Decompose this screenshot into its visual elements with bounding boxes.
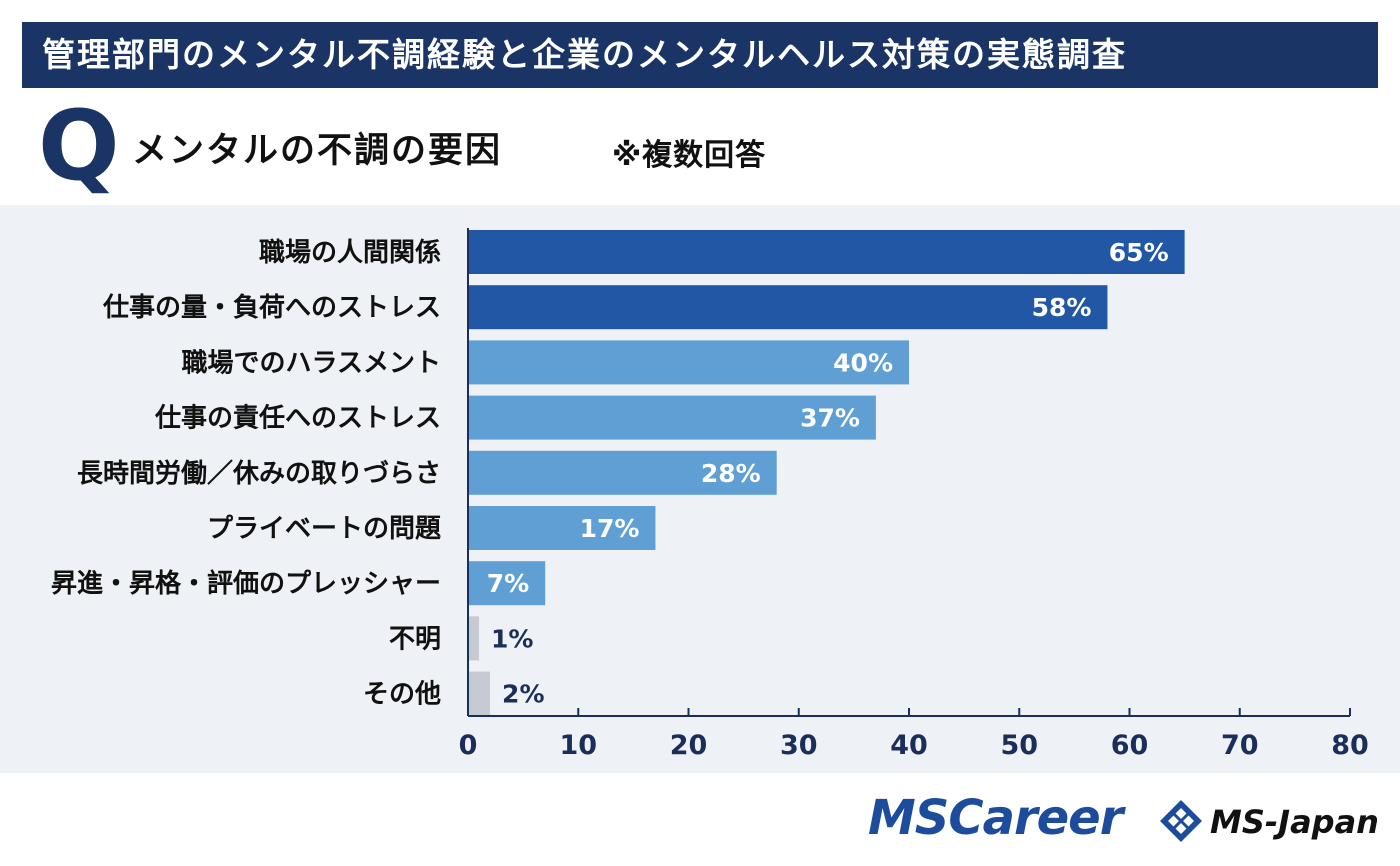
category-label-1: 職場の人間関係 [259, 238, 441, 268]
category-label-6: プライベートの問題 [207, 514, 442, 544]
bar-4 [468, 395, 876, 440]
bar-2 [468, 285, 1108, 330]
bar-1 [468, 230, 1185, 274]
value-label-1: 65% [1109, 238, 1169, 267]
category-label-4: 仕事の責任へのストレス [154, 404, 441, 434]
x-tick-label-70: 70 [1221, 730, 1259, 761]
x-tick-label-30: 30 [780, 730, 818, 761]
bar-5 [468, 450, 777, 495]
x-tick-label-40: 40 [890, 730, 928, 761]
report-title: 管理部門のメンタル不調経験と企業のメンタルヘルス対策の実態調査 [42, 35, 1127, 74]
x-tick-label-50: 50 [1000, 730, 1038, 761]
x-tick-label-80: 80 [1331, 730, 1369, 761]
question-note: ※複数回答 [612, 138, 767, 173]
category-label-9: その他 [363, 680, 441, 710]
x-tick-label-0: 0 [459, 730, 478, 761]
value-label-7: 7% [487, 569, 529, 598]
category-label-3: 職場でのハラスメント [182, 348, 441, 378]
value-label-3: 40% [833, 348, 893, 377]
x-tick-label-10: 10 [559, 730, 597, 761]
value-label-4: 37% [800, 404, 860, 433]
x-tick-label-60: 60 [1111, 730, 1149, 761]
category-label-5: 長時間労働／休みの取りづらさ [77, 459, 441, 489]
msjapan-logo: MS-Japan [1210, 803, 1379, 841]
category-label-8: 不明 [389, 624, 441, 654]
bar-6 [468, 506, 656, 550]
value-label-2: 58% [1032, 293, 1092, 322]
ms-japan-logo-mark-icon [1160, 800, 1202, 842]
value-label-5: 28% [701, 459, 761, 488]
bar-3 [468, 340, 909, 385]
mscareer-logo: MSCareer [868, 790, 1123, 846]
x-tick-label-20: 20 [670, 730, 708, 761]
category-label-2: 仕事の量・負荷へのストレス [102, 293, 441, 323]
category-label-7: 昇進・昇格・評価のプレッシャー [51, 568, 441, 599]
bar-7 [468, 561, 546, 606]
value-label-6: 17% [580, 514, 640, 543]
value-label-8: 1% [491, 624, 533, 653]
question-text: メンタルの不調の要因 [132, 131, 503, 171]
question-letter: Q [38, 90, 120, 202]
bar-9 [468, 671, 491, 716]
value-label-9: 2% [502, 680, 544, 709]
report-title-banner: 管理部門のメンタル不調経験と企業のメンタルヘルス対策の実態調査 [22, 22, 1378, 88]
bar-8 [468, 616, 480, 661]
